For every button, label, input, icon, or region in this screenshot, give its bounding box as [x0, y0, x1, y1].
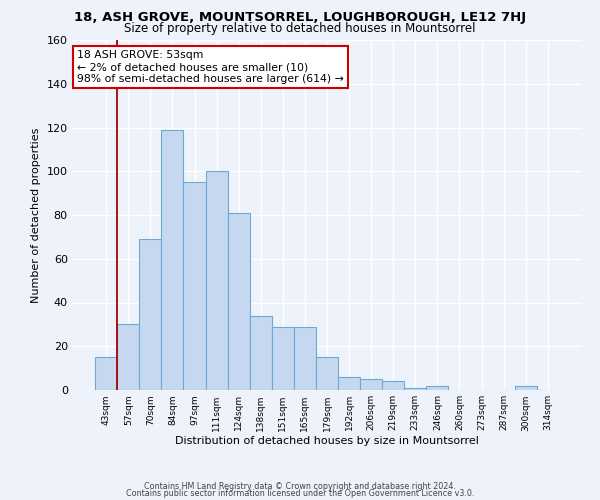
Text: 18 ASH GROVE: 53sqm
← 2% of detached houses are smaller (10)
98% of semi-detache: 18 ASH GROVE: 53sqm ← 2% of detached hou… [77, 50, 344, 84]
Text: Contains HM Land Registry data © Crown copyright and database right 2024.: Contains HM Land Registry data © Crown c… [144, 482, 456, 491]
Bar [206, 171, 227, 390]
Bar [184, 182, 206, 390]
Bar [338, 377, 360, 390]
Bar [250, 316, 272, 390]
Bar [404, 388, 427, 390]
Bar [227, 213, 250, 390]
Bar [139, 239, 161, 390]
Bar [316, 357, 338, 390]
Bar [360, 379, 382, 390]
X-axis label: Distribution of detached houses by size in Mountsorrel: Distribution of detached houses by size … [175, 436, 479, 446]
Bar [161, 130, 184, 390]
Text: 18, ASH GROVE, MOUNTSORREL, LOUGHBOROUGH, LE12 7HJ: 18, ASH GROVE, MOUNTSORREL, LOUGHBOROUGH… [74, 11, 526, 24]
Bar [272, 326, 294, 390]
Bar [427, 386, 448, 390]
Bar [95, 357, 117, 390]
Bar [515, 386, 537, 390]
Bar [382, 381, 404, 390]
Text: Contains public sector information licensed under the Open Government Licence v3: Contains public sector information licen… [126, 490, 474, 498]
Bar [294, 326, 316, 390]
Text: Size of property relative to detached houses in Mountsorrel: Size of property relative to detached ho… [124, 22, 476, 35]
Y-axis label: Number of detached properties: Number of detached properties [31, 128, 41, 302]
Bar [117, 324, 139, 390]
